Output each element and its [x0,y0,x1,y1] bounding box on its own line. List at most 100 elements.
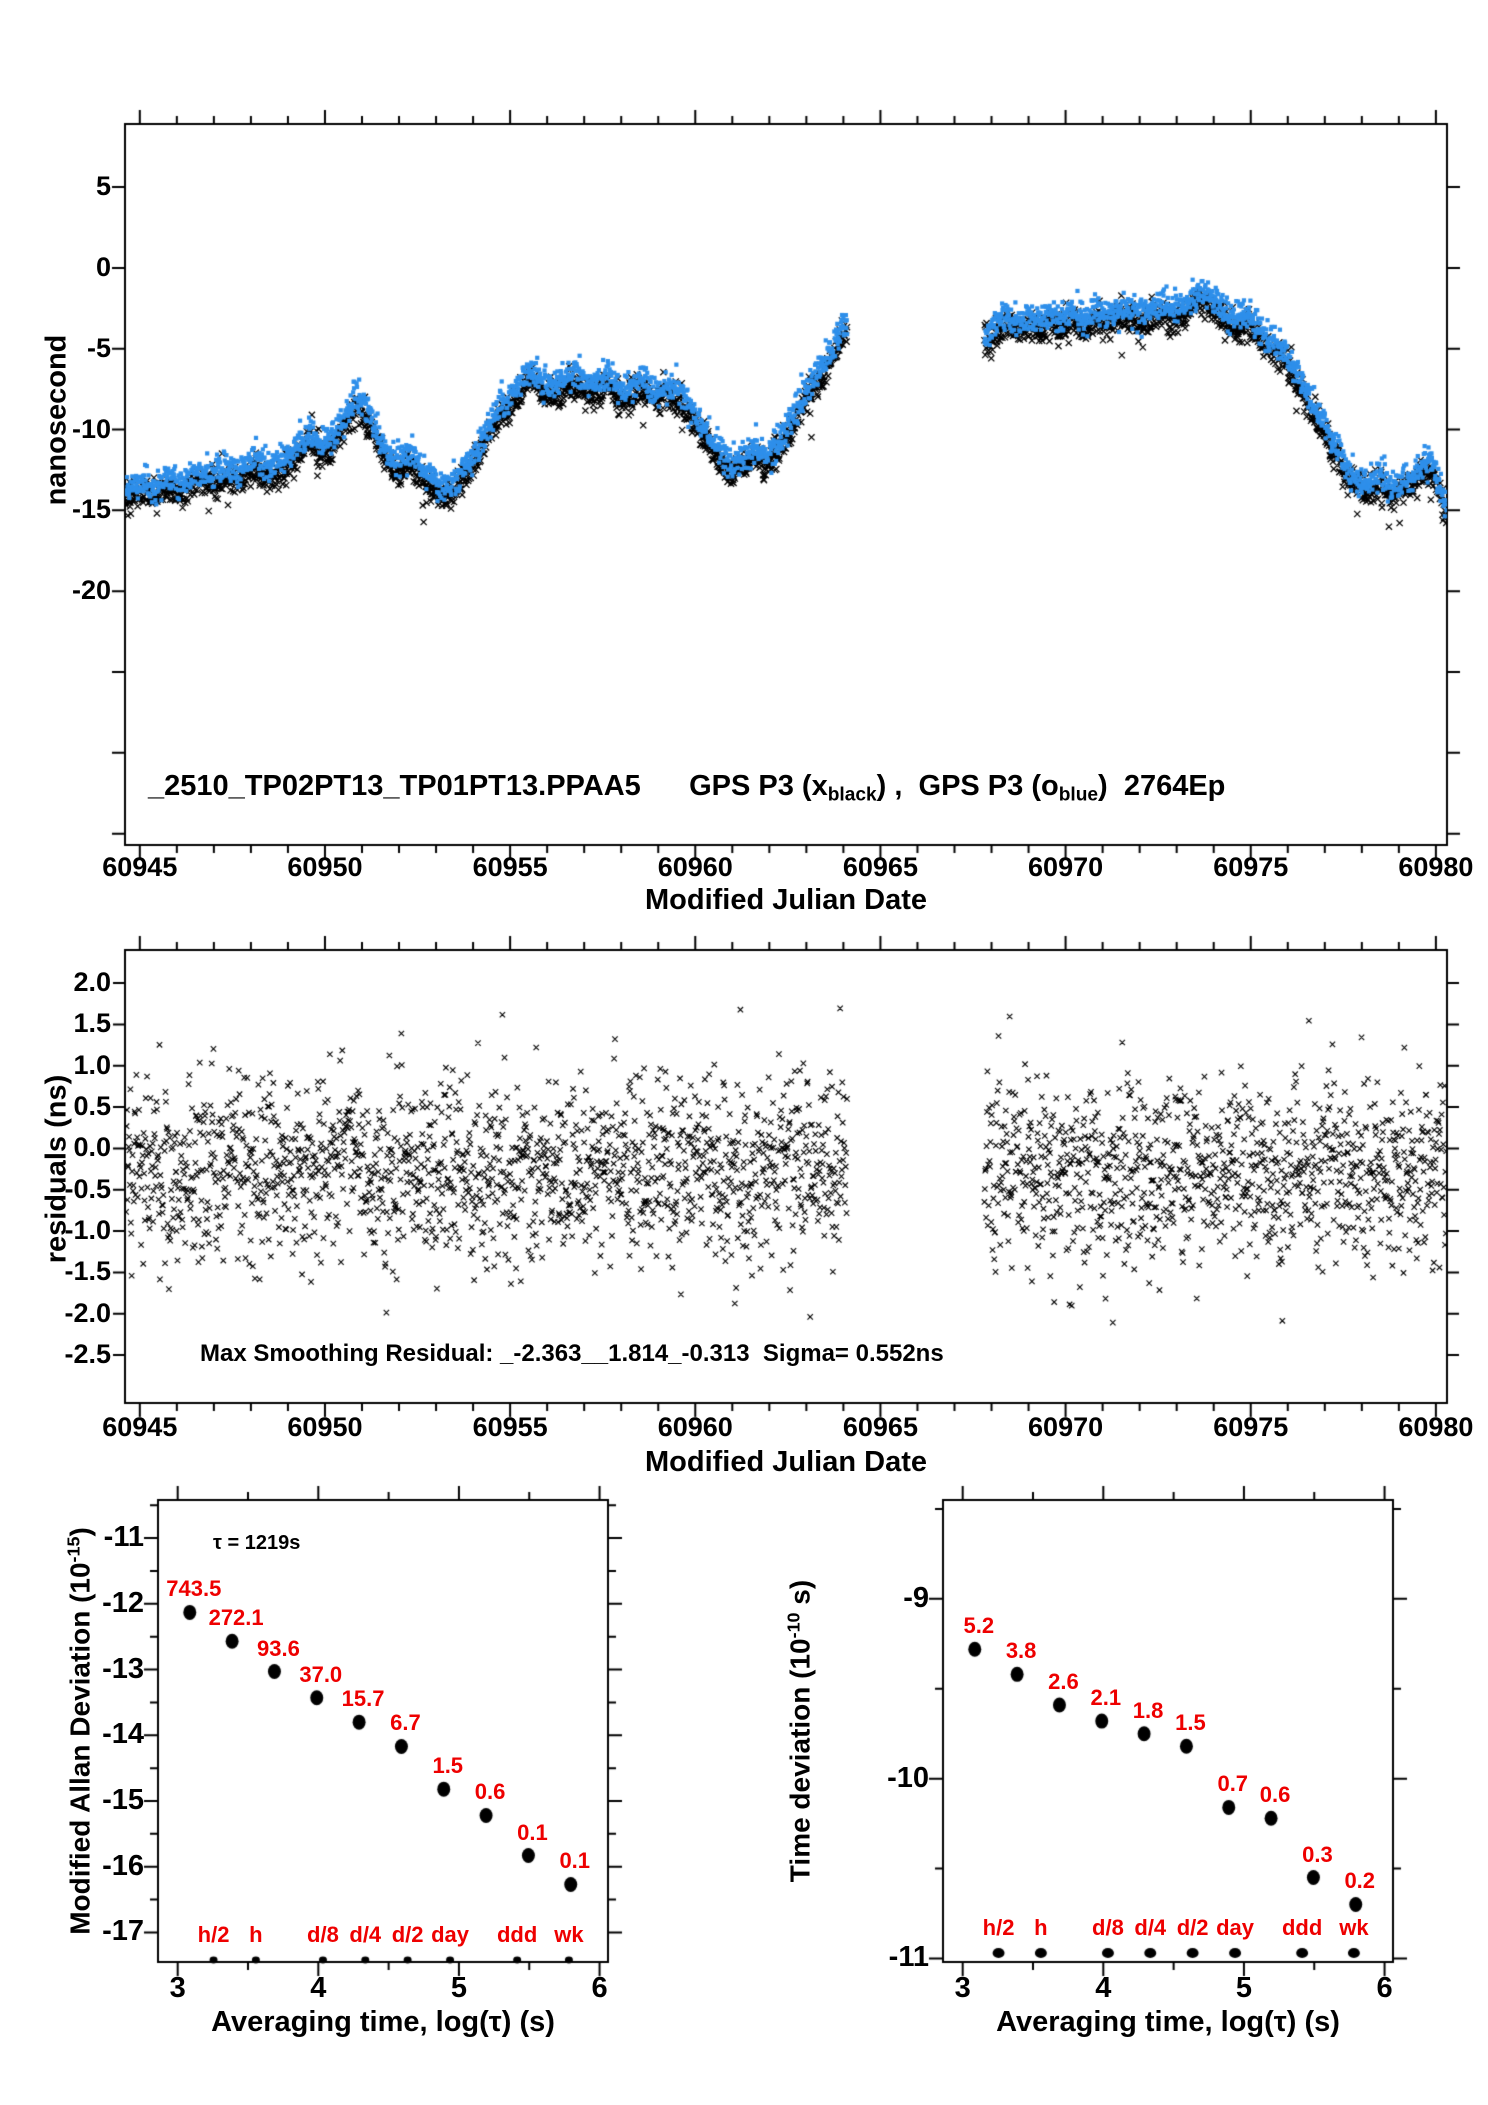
mdev-point-value-label: 1.5 [432,1753,464,1779]
residuals-x-tick-label: 60955 [472,1412,548,1442]
residuals-x-tick-label: 60965 [842,1412,918,1442]
top-x-axis-label: Modified Julian Date [645,884,927,916]
residuals-y-tick-label: 1.5 [73,1008,111,1039]
text-part: Time deviation (10 [784,1638,816,1883]
tdev-point-value-label: 0.3 [1302,1841,1333,1867]
tdev-x-tick-label: 3 [954,1972,971,2004]
tdev-x-tick-label: 6 [1376,1972,1393,2004]
residuals-x-tick-label: 60945 [102,1412,178,1442]
text-part: ) 2764Ep [1098,770,1226,802]
tdev-time-marker-label: h [1034,1915,1048,1940]
residuals-y-tick-label: 0.0 [73,1132,111,1163]
tdev-point-value-label: 0.7 [1217,1771,1249,1797]
tdev-y-tick-label: -10 [887,1761,929,1794]
text-part: blue [1058,784,1099,806]
tdev-y-axis-label: Time deviation (10-10 s) [784,1580,817,1882]
top-y-tick-label: 5 [95,171,111,202]
mdev-time-marker-label: d/2 [391,1922,424,1947]
mdev-point-value-label: 15.7 [341,1686,385,1712]
mdev-point-value-label: 37.0 [299,1661,343,1687]
residuals-x-tick-label: 60950 [287,1412,363,1442]
mdev-point-value-label: 272.1 [208,1605,264,1631]
mdev-x-tick-label: 5 [450,1972,468,2004]
residuals-y-tick-label: -2.0 [64,1297,111,1328]
residuals-y-tick-label: -1.0 [64,1215,111,1246]
tdev-time-marker-label: ddd [1281,1915,1323,1940]
residuals-y-tick-label: -1.5 [64,1256,111,1287]
residuals-y-tick-label: -0.5 [64,1173,111,1204]
top-y-tick-label: -5 [86,332,111,363]
top-y-tick-label: -15 [71,494,111,525]
text-part: s) [784,1579,816,1613]
mdev-point-value-label: 743.5 [166,1576,222,1602]
mdev-point-value-label: 0.1 [517,1819,548,1845]
residuals-x-tick-label: 60970 [1028,1412,1104,1442]
tdev-point-value-label: 3.8 [1005,1638,1037,1664]
top-y-tick-label: -20 [71,575,111,606]
mdev-y-tick-label: -17 [102,1915,144,1948]
tdev-point-value-label: 2.6 [1048,1668,1079,1694]
text-part: _2510_TP02PT13_TP01PT13.PPAA5 GPS P3 (x [148,770,828,802]
residuals-y-tick-label: 0.5 [73,1091,111,1122]
tdev-point-value-label: 2.1 [1090,1685,1122,1711]
tdev-y-tick-label: -9 [903,1581,929,1614]
tdev-time-marker-label: d/4 [1134,1915,1167,1940]
mdev-y-tick-label: -12 [102,1586,144,1619]
mdev-time-marker-label: d/8 [307,1922,339,1947]
mdev-time-marker-label: day [431,1922,470,1947]
top-panel-title: _2510_TP02PT13_TP01PT13.PPAA5 GPS P3 (xb… [148,770,1225,807]
mdev-time-marker-label: ddd [496,1922,538,1947]
residuals-x-tick-label: 60975 [1213,1412,1289,1442]
top-x-tick-label: 60955 [472,852,548,882]
top-x-tick-label: 60980 [1398,852,1474,882]
mdev-point-value-label: 0.1 [559,1848,591,1874]
residuals-y-tick-label: -2.5 [64,1339,111,1370]
top-y-tick-label: 0 [95,251,111,282]
residuals-x-tick-label: 60980 [1398,1412,1474,1442]
top-y-tick-label: -10 [71,413,111,444]
top-x-tick-label: 60950 [287,852,363,882]
mdev-x-tick-label: 6 [591,1972,608,2004]
top-x-tick-label: 60970 [1028,852,1104,882]
tdev-point-value-label: 0.2 [1344,1868,1376,1894]
tdev-point-value-label: 0.6 [1259,1782,1291,1808]
max-smoothing-residual-annotation: Max Smoothing Residual: _-2.363__1.814_-… [200,1340,944,1367]
mdev-y-tick-label: -14 [102,1718,144,1751]
tdev-time-marker-label: h/2 [982,1915,1015,1940]
tdev-time-marker-label: day [1216,1915,1255,1940]
tdev-x-axis-label: Averaging time, log(τ) (s) [996,2006,1340,2038]
tdev-point-value-label: 1.5 [1175,1710,1206,1736]
tdev-time-marker-label: d/8 [1092,1915,1124,1940]
text-part: ) , GPS P3 (o [876,770,1059,802]
tdev-time-marker-label: wk [1339,1915,1369,1940]
residuals-x-tick-label: 60960 [657,1412,733,1442]
mdev-time-marker-label: d/4 [349,1922,382,1947]
top-x-tick-label: 60975 [1213,852,1289,882]
mdev-x-tick-label: 4 [310,1972,327,2004]
mdev-y-tick-label: -13 [102,1652,144,1685]
tdev-y-tick-label: -11 [888,1941,929,1974]
mdev-y-tick-label: -16 [102,1849,144,1882]
tau-annotation: τ = 1219s [213,1532,301,1554]
top-x-tick-label: 60965 [842,852,918,882]
tdev-point-value-label: 5.2 [963,1613,995,1639]
tdev-x-tick-label: 5 [1235,1972,1253,2004]
tdev-x-tick-label: 4 [1095,1972,1112,2004]
mdev-time-marker-label: h [249,1922,263,1947]
top-x-tick-label: 60945 [102,852,178,882]
mdev-time-marker-label: h/2 [197,1922,230,1947]
mdev-x-tick-label: 3 [169,1972,186,2004]
tdev-time-marker-label: d/2 [1176,1915,1209,1940]
residuals-y-tick-label: 1.0 [73,1049,111,1080]
mdev-x-axis-label: Averaging time, log(τ) (s) [211,2006,555,2038]
mdev-y-tick-label: -15 [102,1783,144,1816]
mdev-point-value-label: 6.7 [390,1710,421,1736]
text-part: black [827,784,877,806]
mdev-time-marker-label: wk [554,1922,584,1947]
residuals-x-axis-label: Modified Julian Date [645,1446,927,1478]
residuals-y-tick-label: 2.0 [73,967,111,998]
mdev-point-value-label: 93.6 [257,1635,300,1661]
text-part: -10 [783,1612,804,1639]
mdev-y-tick-label: -11 [103,1521,144,1554]
